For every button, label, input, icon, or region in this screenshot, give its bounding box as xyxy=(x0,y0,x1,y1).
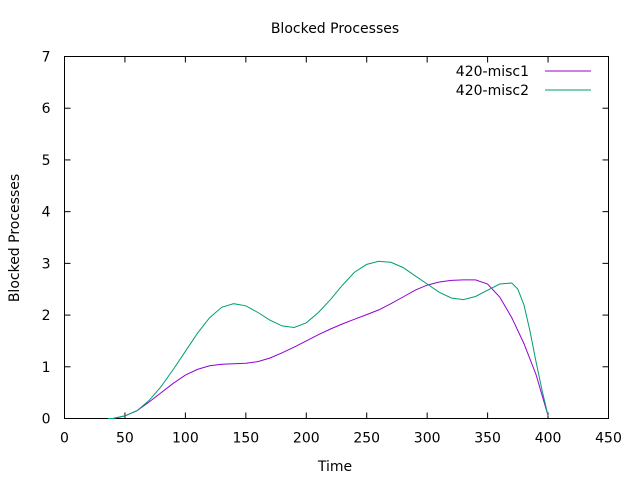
x-axis-label: Time xyxy=(317,459,352,475)
x-tick-label: 450 xyxy=(595,431,622,447)
x-tick-label: 250 xyxy=(353,431,380,447)
y-tick-label: 0 xyxy=(42,412,51,428)
y-tick-label: 3 xyxy=(42,256,51,272)
plot-frame xyxy=(64,56,609,419)
axis-ticks: 0 50 100 150 200 250 300 350 400 450 0 1 2 3 4 5 6 7 xyxy=(42,50,622,447)
y-tick-label: 7 xyxy=(42,50,51,66)
y-tick-label: 6 xyxy=(42,101,51,117)
legend: 420-misc1 420-misc2 xyxy=(456,64,591,99)
x-tick-label: 0 xyxy=(60,431,69,447)
y-tick-label: 2 xyxy=(42,308,51,324)
series-line-420-misc1 xyxy=(108,279,549,419)
legend-label: 420-misc2 xyxy=(456,83,529,99)
x-tick-label: 200 xyxy=(293,431,320,447)
y-tick-label: 1 xyxy=(42,360,51,376)
chart-title: Blocked Processes xyxy=(271,21,399,37)
x-tick-label: 100 xyxy=(172,431,199,447)
legend-label: 420-misc1 xyxy=(456,64,529,80)
y-tick-label: 5 xyxy=(42,153,51,169)
x-tick-label: 400 xyxy=(535,431,562,447)
x-tick-label: 50 xyxy=(116,431,134,447)
y-tick-label: 4 xyxy=(42,205,51,221)
y-axis-label: Blocked Processes xyxy=(7,174,23,302)
x-tick-label: 300 xyxy=(414,431,441,447)
x-tick-label: 350 xyxy=(474,431,501,447)
series-line-420-misc2 xyxy=(108,260,549,419)
series-lines xyxy=(108,260,549,419)
x-tick-label: 150 xyxy=(232,431,259,447)
